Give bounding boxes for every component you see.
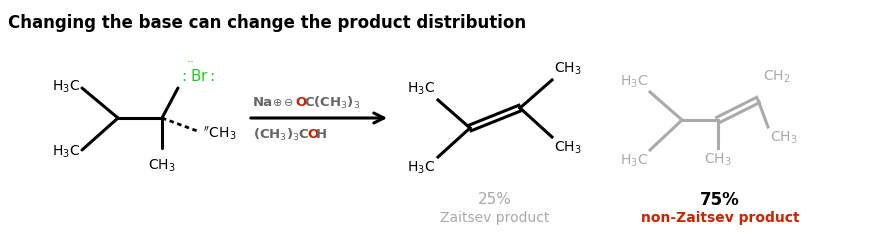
Text: C(CH$_3$)$_3$: C(CH$_3$)$_3$ <box>304 95 360 111</box>
Text: $\rm CH_2$: $\rm CH_2$ <box>763 69 790 85</box>
Text: $\rm H_3C$: $\rm H_3C$ <box>407 160 435 176</box>
Text: $\rm H_3C$: $\rm H_3C$ <box>52 144 80 160</box>
Text: Changing the base can change the product distribution: Changing the base can change the product… <box>8 14 526 32</box>
Text: (CH$_3$)$_3$C: (CH$_3$)$_3$C <box>253 127 309 143</box>
Text: $\rm H_3C$: $\rm H_3C$ <box>52 79 80 95</box>
Text: $\rm ''CH_3$: $\rm ''CH_3$ <box>203 124 237 142</box>
Text: $\oplus$: $\oplus$ <box>272 97 282 108</box>
Text: Zaitsev product: Zaitsev product <box>440 211 550 225</box>
Text: $\rm CH_3$: $\rm CH_3$ <box>554 60 581 77</box>
Text: non-Zaitsev product: non-Zaitsev product <box>641 211 800 225</box>
Text: 75%: 75% <box>700 191 740 209</box>
Text: 25%: 25% <box>478 193 512 207</box>
Text: O: O <box>307 129 318 142</box>
Text: $\rm CH_3$: $\rm CH_3$ <box>704 152 732 168</box>
Text: $\rm CH_3$: $\rm CH_3$ <box>554 140 581 156</box>
Text: ··: ·· <box>187 56 195 70</box>
Text: $\ominus$: $\ominus$ <box>283 97 294 108</box>
Text: $\rm CH_3$: $\rm CH_3$ <box>770 130 798 146</box>
Text: $\rm :Br:$: $\rm :Br:$ <box>179 68 215 84</box>
Text: $\rm H_3C$: $\rm H_3C$ <box>620 153 648 169</box>
Text: $\rm H_3C$: $\rm H_3C$ <box>620 74 648 90</box>
Text: $\rm H_3C$: $\rm H_3C$ <box>407 81 435 97</box>
Text: Na: Na <box>253 97 273 110</box>
Text: O: O <box>295 97 306 110</box>
Text: H: H <box>316 129 327 142</box>
Text: $\rm CH_3$: $\rm CH_3$ <box>149 158 176 174</box>
